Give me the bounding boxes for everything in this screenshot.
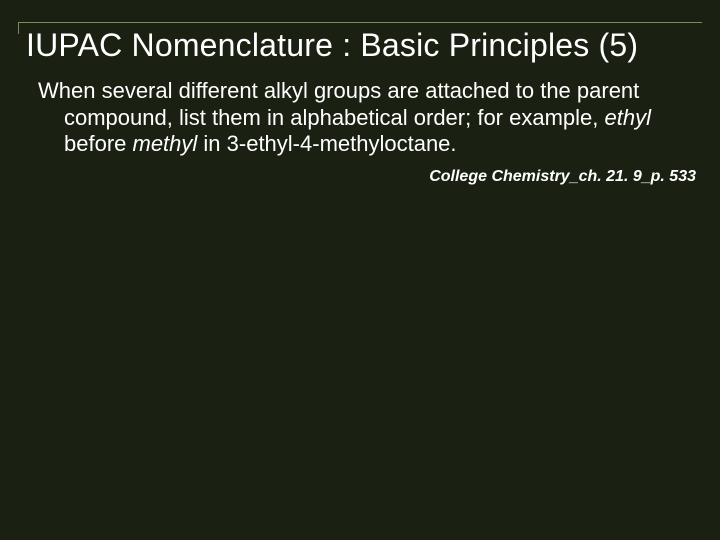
body-text: When several different alkyl groups are … xyxy=(38,78,702,158)
title-tick-icon xyxy=(18,22,19,34)
body-ethyl: ethyl xyxy=(605,105,651,130)
slide: IUPAC Nomenclature : Basic Principles (5… xyxy=(0,0,720,540)
body-methyl: methyl xyxy=(133,131,198,156)
body-post: in 3-ethyl-4-methyloctane. xyxy=(197,131,456,156)
title-block: IUPAC Nomenclature : Basic Principles (5… xyxy=(26,16,702,64)
body-mid: before xyxy=(64,131,133,156)
citation-text: College Chemistry_ch. 21. 9_p. 533 xyxy=(26,168,696,186)
title-rule xyxy=(18,22,702,23)
body-paragraph: When several different alkyl groups are … xyxy=(38,78,702,158)
body-pre: When several different alkyl groups are … xyxy=(38,78,639,130)
slide-title: IUPAC Nomenclature : Basic Principles (5… xyxy=(26,27,702,64)
